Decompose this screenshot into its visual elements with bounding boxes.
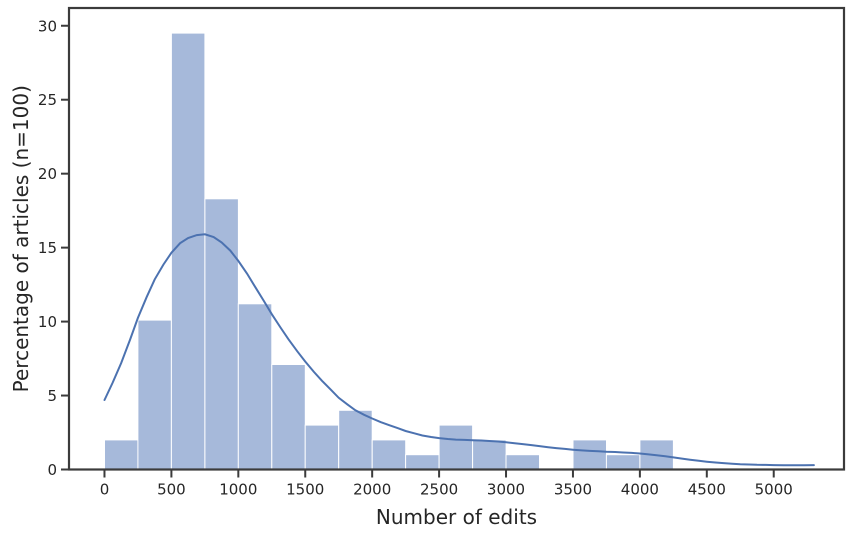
x-tick-label: 1500 xyxy=(286,481,324,499)
y-tick-label: 30 xyxy=(38,17,57,35)
x-tick-label: 3500 xyxy=(554,481,592,499)
y-tick-label: 5 xyxy=(47,387,57,405)
histogram-bar xyxy=(137,319,172,470)
y-axis-ticks: 0 5 10 15 20 25 30 xyxy=(38,17,68,479)
histogram-bar xyxy=(104,439,139,470)
x-tick-label: 4500 xyxy=(688,481,726,499)
histogram-bar xyxy=(605,454,641,471)
histogram-bar xyxy=(170,32,206,470)
histogram-bar xyxy=(338,409,373,470)
y-tick-label: 20 xyxy=(38,165,57,183)
histogram-bar xyxy=(304,424,340,471)
histogram-bar xyxy=(271,364,306,470)
y-tick-label: 25 xyxy=(38,91,57,109)
x-tick-label: 3000 xyxy=(487,481,525,499)
x-tick-label: 0 xyxy=(100,481,110,499)
histogram-bar xyxy=(472,439,507,470)
x-tick-label: 5000 xyxy=(755,481,793,499)
y-tick-label: 10 xyxy=(38,313,57,331)
x-tick-label: 500 xyxy=(157,481,186,499)
y-tick-label: 0 xyxy=(47,461,57,479)
histogram-bar xyxy=(572,439,607,470)
histogram-bar xyxy=(204,198,239,471)
kde-curve xyxy=(103,233,815,467)
x-tick-label: 2000 xyxy=(353,481,391,499)
y-tick-label: 15 xyxy=(38,239,57,257)
y-axis-label: Percentage of articles (n=100) xyxy=(9,85,33,392)
histogram-bar xyxy=(237,303,273,470)
histogram-bar xyxy=(505,454,540,471)
histogram-bar xyxy=(405,454,440,471)
histogram-bars xyxy=(104,32,674,471)
x-axis-label: Number of edits xyxy=(376,505,537,529)
x-tick-label: 2500 xyxy=(420,481,458,499)
plot-border xyxy=(67,6,846,471)
x-tick-label: 4000 xyxy=(621,481,659,499)
x-tick-label: 1000 xyxy=(219,481,257,499)
histogram-bar xyxy=(438,424,474,471)
histogram-bar xyxy=(371,439,407,470)
x-axis-ticks: 0 500 1000 1500 2000 2500 3000 3500 4000 4500 5000 xyxy=(100,470,793,499)
